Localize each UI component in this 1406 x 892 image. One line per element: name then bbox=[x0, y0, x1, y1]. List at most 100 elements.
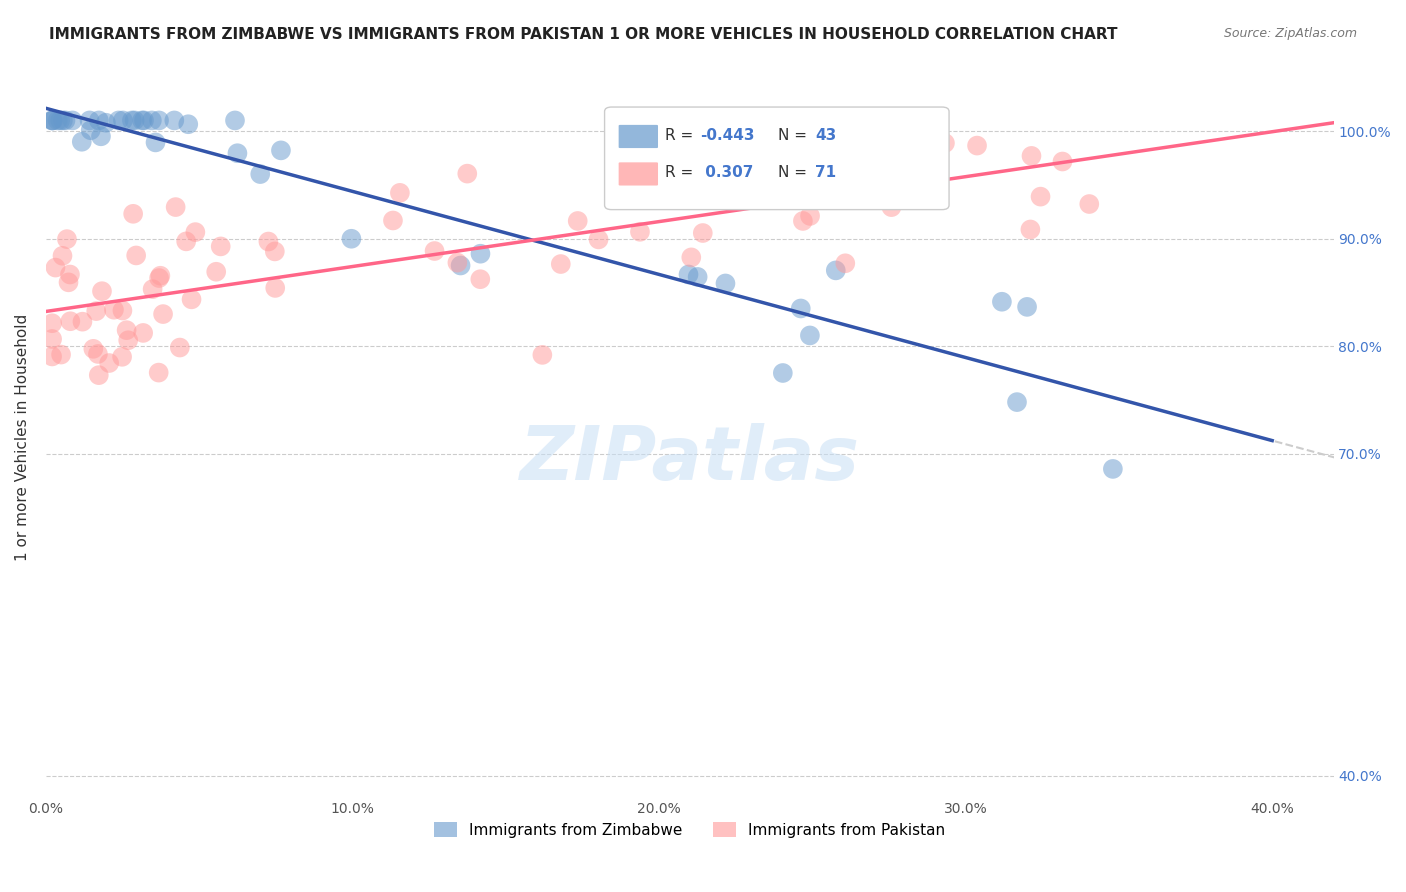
Point bbox=[792, 214, 814, 228]
Point bbox=[149, 268, 172, 283]
Point bbox=[270, 144, 292, 158]
Point bbox=[46, 113, 69, 128]
Point bbox=[103, 302, 125, 317]
Text: IMMIGRANTS FROM ZIMBABWE VS IMMIGRANTS FROM PAKISTAN 1 OR MORE VEHICLES IN HOUSE: IMMIGRANTS FROM ZIMBABWE VS IMMIGRANTS F… bbox=[49, 27, 1118, 42]
Point bbox=[91, 284, 114, 298]
Point bbox=[59, 314, 82, 328]
Point bbox=[934, 136, 956, 150]
Point bbox=[834, 256, 856, 270]
Point bbox=[1078, 197, 1101, 211]
Point bbox=[49, 113, 72, 128]
Point bbox=[121, 113, 143, 128]
Point bbox=[880, 200, 903, 214]
Point bbox=[51, 249, 73, 263]
Point bbox=[152, 307, 174, 321]
Point bbox=[567, 214, 589, 228]
Point bbox=[531, 348, 554, 362]
Point bbox=[692, 226, 714, 240]
Point bbox=[226, 146, 249, 161]
Point bbox=[142, 282, 165, 296]
Point bbox=[79, 123, 101, 137]
Point bbox=[84, 304, 107, 318]
Point bbox=[72, 315, 94, 329]
Y-axis label: 1 or more Vehicles in Household: 1 or more Vehicles in Household bbox=[15, 314, 30, 561]
Text: R =: R = bbox=[665, 165, 699, 179]
Point bbox=[132, 113, 155, 128]
Text: 43: 43 bbox=[815, 128, 837, 143]
Point bbox=[966, 138, 988, 153]
Point bbox=[41, 316, 63, 330]
Point bbox=[56, 232, 79, 246]
Point bbox=[799, 328, 821, 343]
Point bbox=[125, 248, 148, 262]
Text: 0.307: 0.307 bbox=[700, 165, 754, 179]
Point bbox=[52, 113, 75, 128]
Point bbox=[695, 146, 717, 161]
Point bbox=[381, 213, 404, 227]
Point bbox=[148, 271, 170, 285]
Text: ZIPatlas: ZIPatlas bbox=[520, 423, 859, 496]
Text: 71: 71 bbox=[815, 165, 837, 179]
Point bbox=[249, 167, 271, 181]
Point bbox=[107, 113, 129, 128]
Point bbox=[772, 366, 794, 380]
Point bbox=[263, 244, 285, 259]
Point bbox=[177, 117, 200, 131]
Point bbox=[1021, 149, 1043, 163]
Point bbox=[132, 326, 155, 340]
Point bbox=[550, 257, 572, 271]
Point bbox=[141, 113, 163, 128]
Point bbox=[148, 366, 170, 380]
Point bbox=[1029, 189, 1052, 203]
Legend: Immigrants from Zimbabwe, Immigrants from Pakistan: Immigrants from Zimbabwe, Immigrants fro… bbox=[427, 815, 952, 844]
Point bbox=[824, 263, 846, 277]
Point bbox=[588, 232, 610, 246]
Point bbox=[59, 268, 82, 282]
Point bbox=[115, 323, 138, 337]
Point bbox=[41, 350, 63, 364]
Point bbox=[44, 260, 66, 275]
Point bbox=[714, 277, 737, 291]
Point bbox=[686, 269, 709, 284]
Point bbox=[98, 356, 121, 370]
Point bbox=[87, 347, 110, 361]
Point bbox=[456, 167, 478, 181]
Point bbox=[145, 136, 167, 150]
Point bbox=[111, 113, 134, 128]
Text: -0.443: -0.443 bbox=[700, 128, 755, 143]
Point bbox=[257, 235, 280, 249]
Point bbox=[49, 347, 72, 361]
Point bbox=[174, 235, 197, 249]
Point bbox=[42, 113, 65, 128]
Point bbox=[87, 113, 110, 128]
Point bbox=[70, 135, 93, 149]
Point bbox=[87, 368, 110, 383]
Point bbox=[62, 113, 84, 128]
Point bbox=[41, 113, 63, 128]
Point bbox=[839, 185, 862, 199]
Point bbox=[340, 232, 363, 246]
Point bbox=[749, 118, 772, 132]
Point bbox=[799, 209, 821, 223]
Point bbox=[58, 276, 80, 290]
Point bbox=[678, 268, 700, 282]
Point bbox=[90, 129, 112, 144]
Point bbox=[124, 113, 146, 128]
Point bbox=[111, 303, 134, 318]
Point bbox=[1102, 462, 1125, 476]
Text: N =: N = bbox=[778, 128, 811, 143]
Point bbox=[184, 225, 207, 239]
Point bbox=[165, 200, 187, 214]
Point bbox=[131, 113, 153, 128]
Point bbox=[163, 113, 186, 128]
Point bbox=[423, 244, 446, 258]
Point bbox=[180, 293, 202, 307]
Point bbox=[991, 294, 1014, 309]
Point bbox=[82, 342, 104, 356]
Point bbox=[1005, 395, 1028, 409]
Point bbox=[169, 341, 191, 355]
Point bbox=[122, 207, 145, 221]
Point bbox=[446, 255, 468, 269]
Text: Source: ZipAtlas.com: Source: ZipAtlas.com bbox=[1223, 27, 1357, 40]
Point bbox=[94, 116, 117, 130]
